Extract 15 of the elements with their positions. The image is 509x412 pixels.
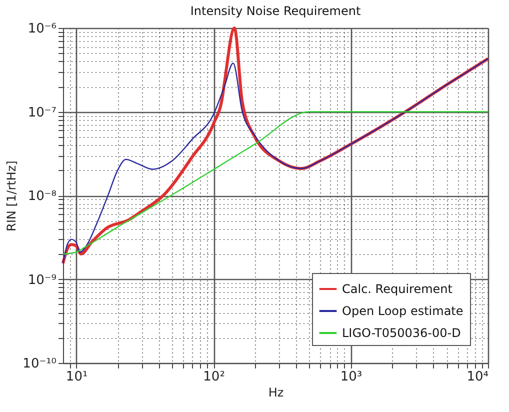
y-axis-title: RIN [1/rtHz] — [4, 160, 19, 232]
legend-label: LIGO-T050036-00-D — [342, 326, 461, 340]
x-tick-label: 10² — [203, 370, 225, 384]
x-axis-title: Hz — [268, 386, 284, 400]
y-tick-label: 10⁻⁶ — [28, 22, 56, 36]
legend-label: Open Loop estimate — [342, 304, 464, 318]
y-tick-label: 10⁻¹⁰ — [22, 356, 56, 372]
y-tick-label: 10⁻⁸ — [28, 189, 56, 204]
x-tick-label: 10⁴ — [466, 370, 488, 384]
x-tick-label: 10³ — [340, 370, 362, 384]
y-tick-label: 10⁻⁹ — [28, 272, 56, 288]
y-tick-label: 10⁻⁷ — [28, 105, 56, 120]
chart-title: Intensity Noise Requirement — [190, 4, 361, 18]
legend-label: Calc. Requirement — [342, 282, 453, 296]
x-tick-label: 10¹ — [66, 370, 88, 384]
